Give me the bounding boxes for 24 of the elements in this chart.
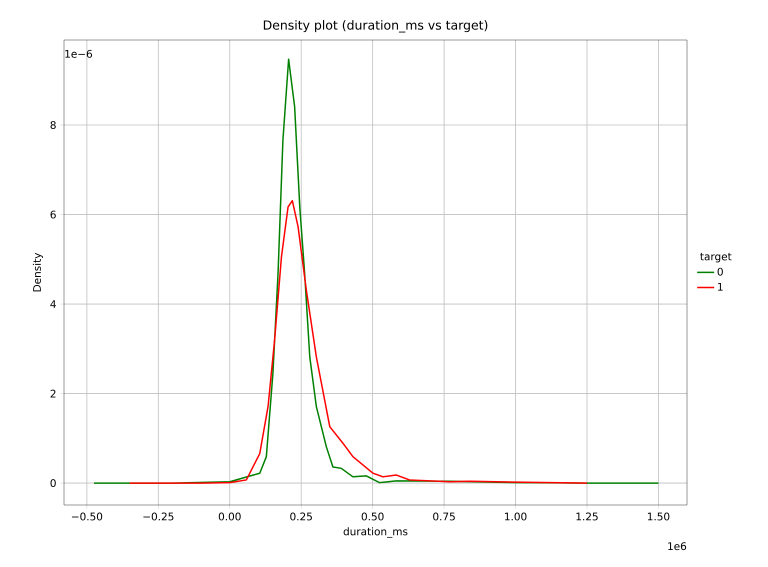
x-tick-label: 0.00: [218, 512, 241, 520]
legend-title: target: [700, 252, 732, 262]
y-tick-label: 2: [50, 390, 56, 398]
x-tick-label: 0.25: [290, 512, 312, 520]
y-axis-title: Density: [32, 252, 43, 292]
legend-label: 0: [718, 268, 723, 276]
x-tick-label: −0.50: [72, 512, 102, 520]
x-tick-label: 1.50: [648, 512, 670, 520]
line-series: [128, 200, 588, 484]
x-tick-label: 1.00: [505, 512, 526, 520]
legend-label: 1: [718, 282, 723, 291]
line-series: [93, 58, 660, 484]
y-tick-label: 0: [50, 479, 56, 488]
chart-title: Density plot (duration_ms vs target): [264, 20, 488, 33]
y-tick-label: 4: [50, 300, 56, 308]
x-tick-label: 0.75: [433, 512, 455, 520]
x-tick-label: −0.25: [143, 512, 174, 520]
y-tick-label: 8: [50, 121, 56, 129]
x-axis-title: duration_ms: [344, 527, 408, 538]
x-tick-label: 1.25: [576, 512, 598, 520]
y-tick-label: 6: [50, 210, 56, 218]
annotation: 1e−6: [65, 50, 92, 58]
text: 1e6: [668, 542, 686, 550]
x-tick-label: 0.50: [362, 512, 384, 520]
